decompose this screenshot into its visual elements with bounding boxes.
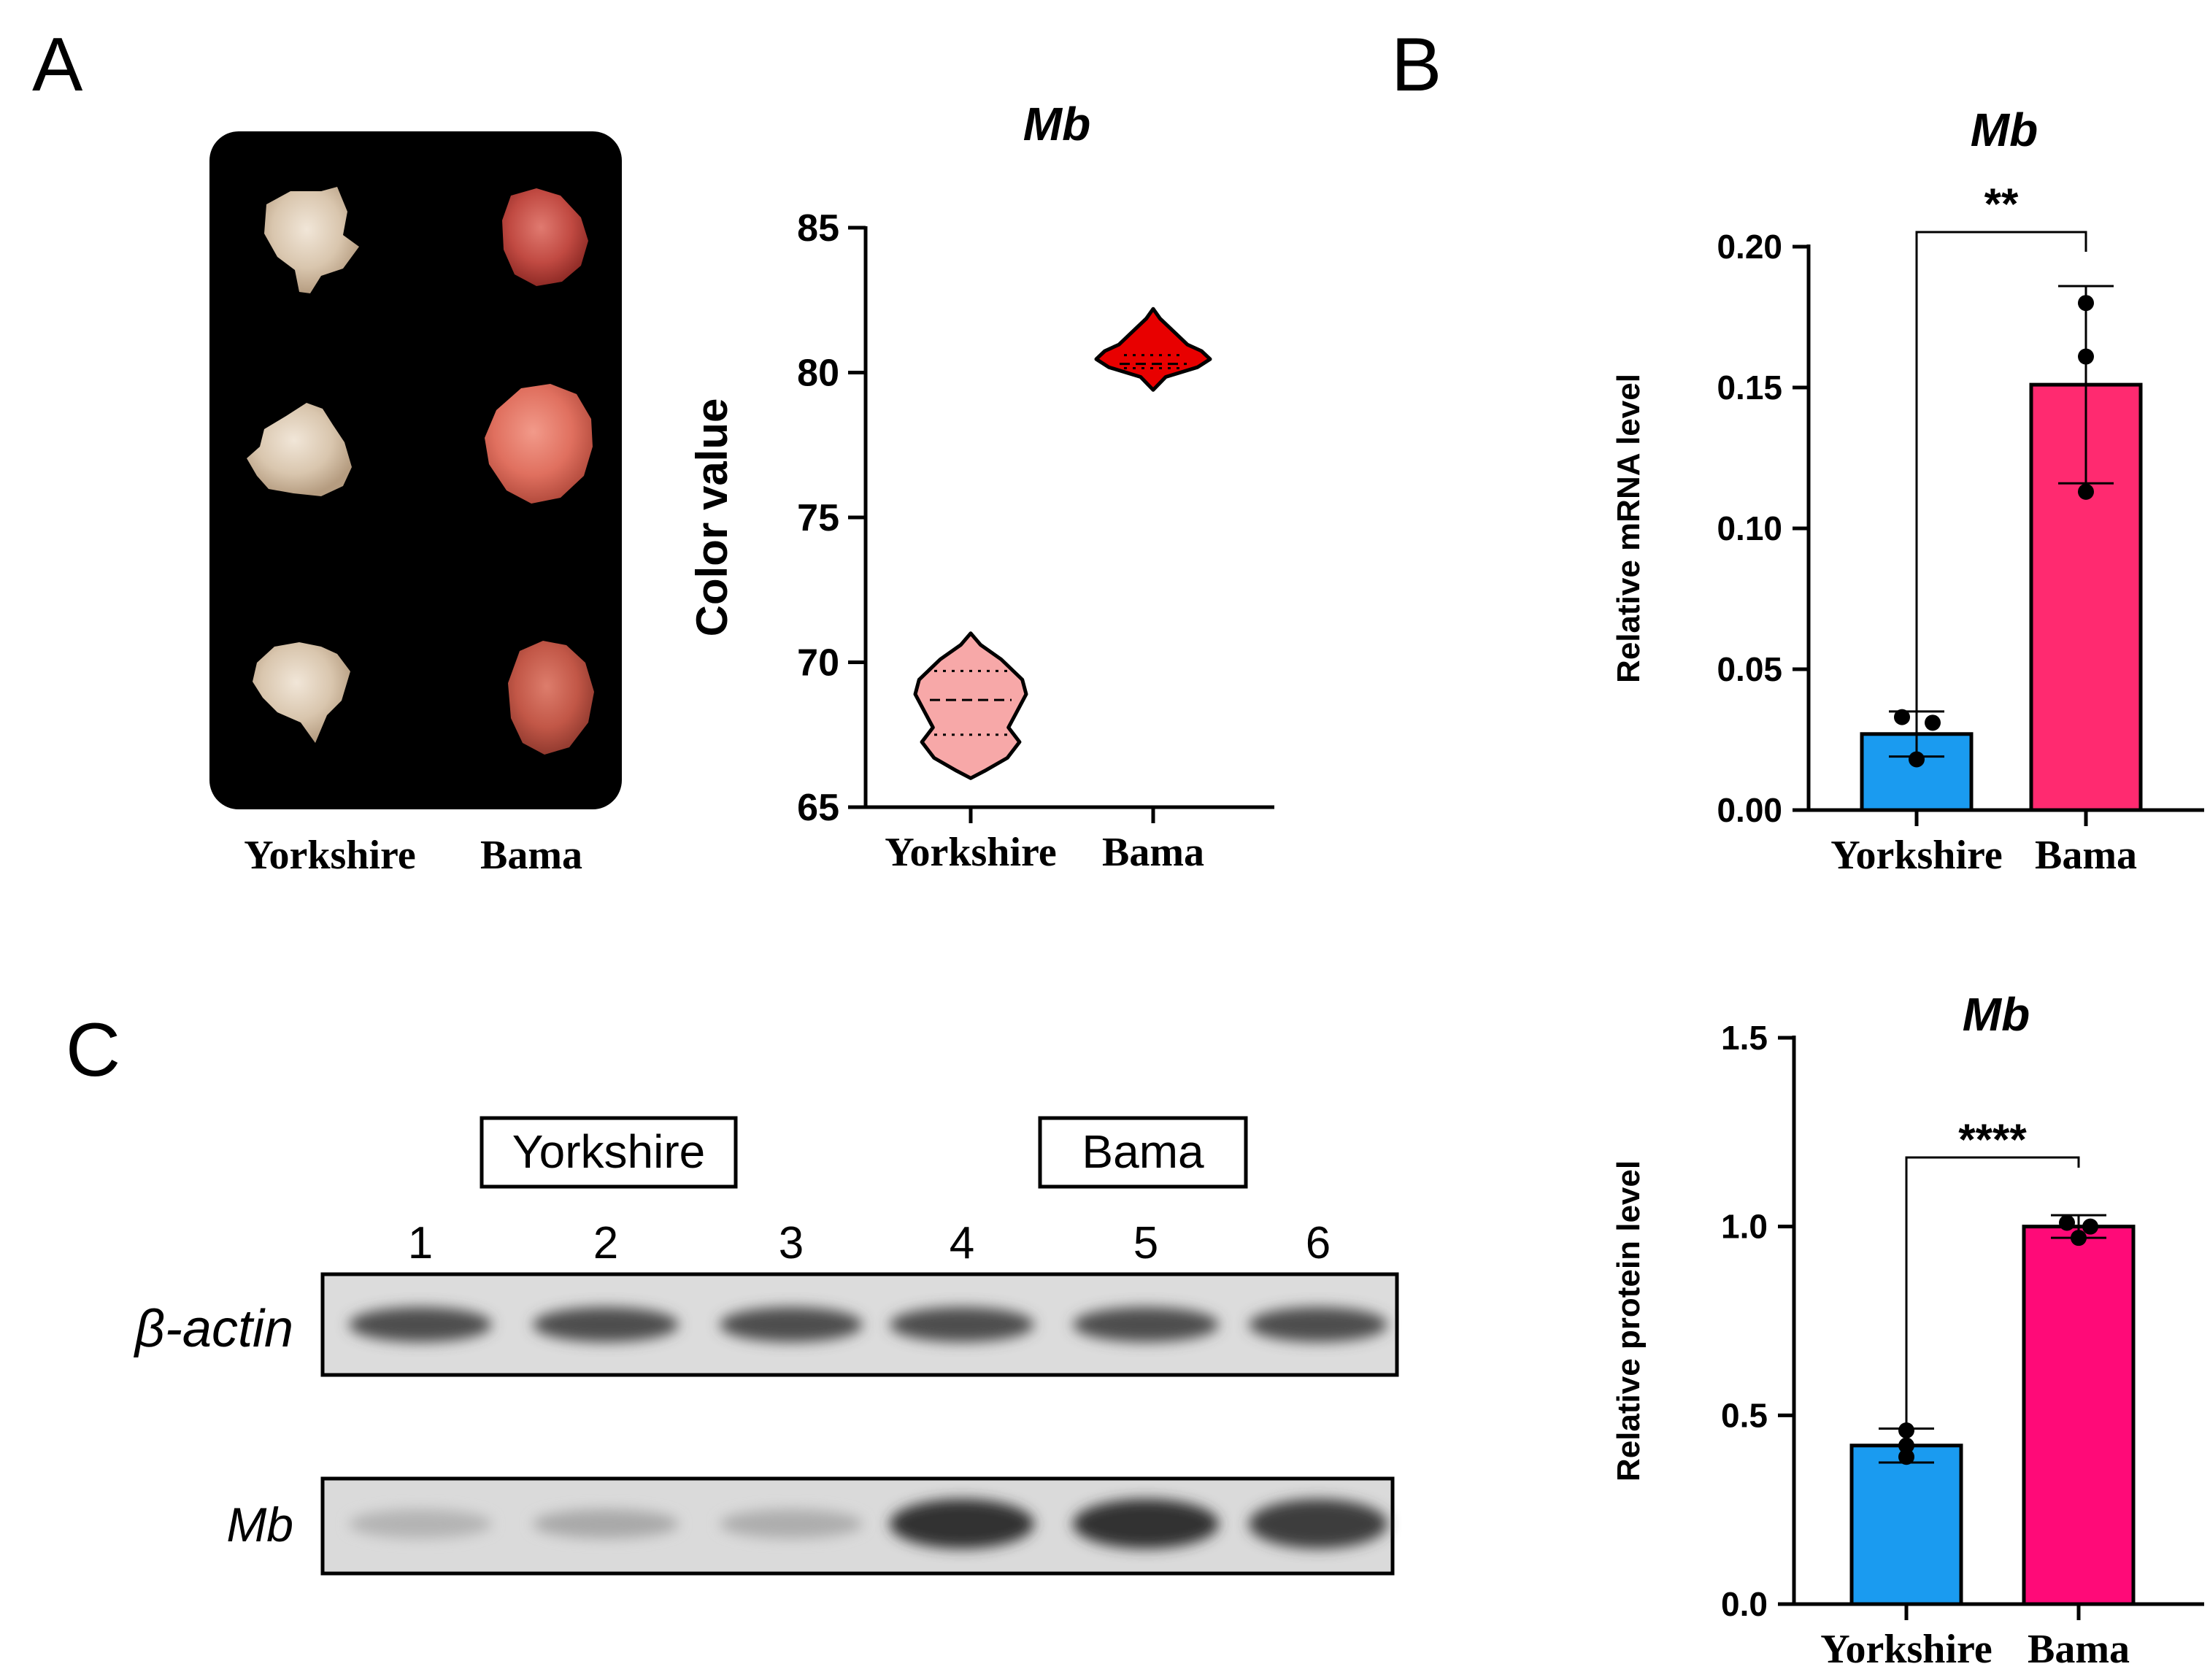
photo-label-yorkshire: Yorkshire (244, 833, 415, 878)
beta-actin-band (1249, 1307, 1387, 1342)
mrna-significance-bracket (1915, 231, 2087, 730)
protein-y-axis-label: Relative protein level (1611, 1160, 1647, 1481)
row-label-mb: Mb (226, 1498, 293, 1552)
mrna-bar-chart: Mb Relative mRNA level 0.00 0.05 0.10 0.15 0.2… (1611, 104, 2204, 878)
beta-actin-band (349, 1307, 492, 1342)
group-label-bama: Bama (1082, 1125, 1204, 1178)
yorkshire-sample-1 (264, 187, 359, 293)
violin-y-tick-label: 65 (797, 787, 839, 829)
photo-label-bama: Bama (480, 833, 582, 878)
mrna-x-tick-label: Yorkshire (1830, 833, 2002, 878)
mrna-data-point (1909, 751, 1925, 768)
mb-band (533, 1509, 679, 1538)
mrna-significance-stars: ** (1984, 180, 2019, 228)
mrna-y-tick-label: 0.00 (1717, 791, 1782, 829)
mrna-data-point (1925, 714, 1941, 731)
mb-band (890, 1499, 1034, 1549)
violin-y-tick-label: 85 (797, 207, 839, 250)
violin-body-yorkshire (913, 631, 1028, 780)
protein-x-tick-label: Bama (2028, 1627, 2130, 1672)
protein-x-tick-label: Yorkshire (1820, 1627, 1992, 1672)
mrna-title: Mb (1971, 104, 2038, 156)
bama-sample-2 (485, 384, 593, 504)
protein-data-point (1898, 1437, 1914, 1454)
mrna-y-tick-label: 0.05 (1717, 650, 1782, 688)
lane-number-1: 1 (408, 1218, 433, 1268)
protein-data-point (2071, 1230, 2087, 1246)
protein-bar-chart: Mb Relative protein level 0.0 0.5 1.0 1.5 York… (1611, 988, 2204, 1672)
mb-band (1073, 1499, 1219, 1549)
beta-actin-band (1073, 1307, 1219, 1342)
lane-number-4: 4 (950, 1218, 974, 1268)
group-box-bama (1038, 1116, 1248, 1189)
group-label-yorkshire: Yorkshire (512, 1125, 705, 1178)
lane-number-3: 3 (779, 1218, 804, 1268)
protein-data-point (1898, 1449, 1914, 1465)
mrna-data-point (2078, 483, 2094, 500)
mrna-y-axis-label: Relative mRNA level (1611, 374, 1647, 683)
panel-letter-a: A (32, 23, 83, 107)
panel-letter-b: B (1391, 23, 1441, 107)
protein-significance-stars: **** (1958, 1115, 2027, 1164)
row-label-beta-actin: β-actin (134, 1300, 293, 1358)
violin-y-tick-label: 75 (797, 497, 839, 539)
violin-x-tick-label: Bama (1102, 830, 1204, 875)
violin-y-tick-label: 70 (797, 642, 839, 685)
mrna-y-tick-label: 0.10 (1717, 509, 1782, 547)
protein-y-tick-label: 1.0 (1721, 1208, 1768, 1246)
violin-title: Mb (1023, 98, 1090, 150)
mrna-data-point (2078, 295, 2094, 312)
beta-actin-band (720, 1307, 863, 1342)
mrna-y-tick-label: 0.15 (1717, 369, 1782, 406)
protein-bar-bama (2022, 1225, 2136, 1606)
protein-title: Mb (1963, 988, 2030, 1041)
mrna-y-tick-label: 0.20 (1717, 228, 1782, 266)
mrna-data-point (2078, 348, 2094, 365)
violin-body-bama (1094, 307, 1212, 392)
violin-chart: Mb Color value 65 70 75 80 85 Yorkshire Bama (688, 98, 1274, 875)
protein-bar-yorkshire (1849, 1444, 1963, 1606)
mrna-x-tick-label: Bama (2035, 833, 2137, 878)
beta-actin-band (890, 1307, 1034, 1342)
bama-sample-1 (502, 188, 588, 286)
group-box-yorkshire (480, 1116, 738, 1189)
mb-band (720, 1509, 863, 1538)
protein-y-tick-label: 0.0 (1721, 1585, 1768, 1623)
lane-number-2: 2 (593, 1218, 618, 1268)
mb-band (1249, 1499, 1387, 1549)
protein-y-tick-label: 1.5 (1721, 1019, 1768, 1057)
violin-x-tick-label: Yorkshire (885, 830, 1056, 875)
lane-number-5: 5 (1133, 1218, 1158, 1268)
lane-number-6: 6 (1306, 1218, 1331, 1268)
yorkshire-sample-2 (247, 403, 352, 496)
yorkshire-sample-3 (253, 642, 350, 743)
western-blot: Yorkshire Bama 1 2 3 4 5 6 β-actin Mb (134, 1116, 1399, 1576)
protein-significance-bracket (1905, 1156, 2080, 1430)
protein-y-tick-label: 0.5 (1721, 1396, 1768, 1434)
beta-actin-band (533, 1307, 679, 1342)
protein-data-point (2082, 1218, 2098, 1235)
mb-band (349, 1509, 492, 1538)
violin-y-tick-label: 80 (797, 352, 839, 395)
mrna-data-point (1894, 709, 1910, 725)
bama-sample-3 (508, 641, 594, 755)
sample-photo (209, 131, 622, 809)
protein-data-point (1898, 1422, 1914, 1439)
panel-letter-c: C (66, 1008, 120, 1093)
protein-data-point (2059, 1214, 2075, 1231)
violin-y-axis-label: Color value (688, 398, 736, 637)
